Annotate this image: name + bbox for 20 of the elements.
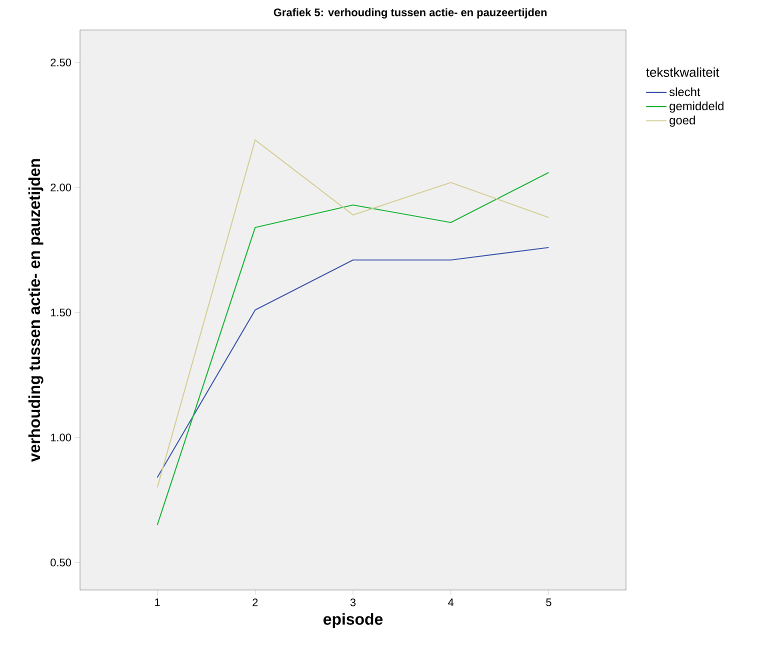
y-axis-title: verhouding tussen actie- en pauzetijden <box>28 159 44 462</box>
line-series <box>156 139 550 488</box>
y-tick-label: 2.50 <box>50 58 72 66</box>
y-tick-label: 0.50 <box>50 558 72 566</box>
line-series <box>156 246 550 478</box>
x-tick-label: 5 <box>546 598 552 606</box>
x-tick-label: 2 <box>252 598 258 606</box>
line-series <box>156 172 550 526</box>
x-axis-title: episode <box>324 613 383 628</box>
y-tick-label: 2.00 <box>50 184 72 192</box>
legend-title: tekstkwaliteit <box>646 67 720 77</box>
y-tick-label: 1.00 <box>50 434 72 442</box>
x-tick-label: 3 <box>350 598 356 606</box>
legend-label: slecht <box>669 87 700 96</box>
x-tick-label: 4 <box>448 598 454 606</box>
y-tick-label: 1.50 <box>50 308 72 316</box>
legend-label: gemiddeld <box>670 102 724 113</box>
x-tick-label: 1 <box>155 598 160 606</box>
chart-title: Grafiek 5: verhouding tussen actie- en pauzeertijden <box>274 8 547 18</box>
legend-label: goed <box>670 116 695 127</box>
